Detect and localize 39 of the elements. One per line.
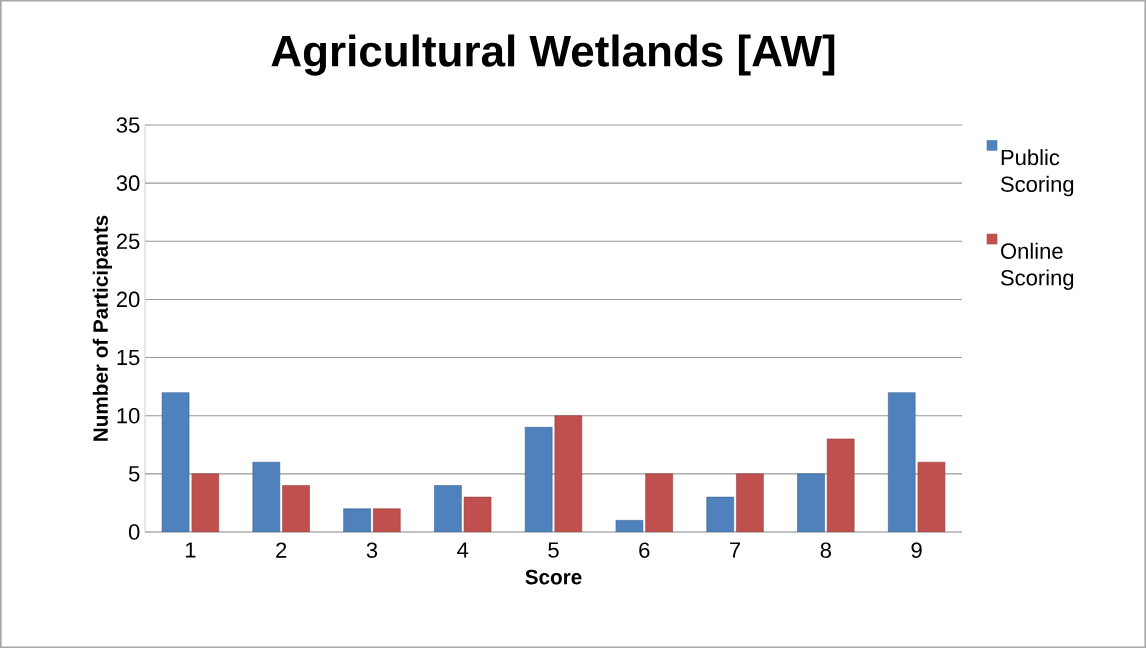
bar [797, 473, 825, 532]
x-tick-label: 2 [276, 542, 287, 558]
x-tick-label: 7 [730, 542, 741, 558]
legend-label: Online Scoring [1000, 242, 1074, 290]
x-tick-label: 8 [820, 542, 831, 558]
bar [434, 485, 462, 532]
bar [554, 415, 583, 532]
bar [282, 485, 310, 532]
y-tick-label: 0 [128, 524, 140, 540]
bar [463, 496, 492, 532]
legend-label: Public Scoring [1000, 149, 1074, 197]
y-tick-label: 10 [117, 407, 140, 424]
bar [343, 508, 371, 532]
bar [191, 473, 219, 532]
y-tick-label: 30 [116, 175, 140, 191]
bar [252, 461, 281, 532]
bar [373, 508, 401, 532]
bar [645, 473, 673, 532]
bar [826, 438, 855, 532]
x-tick-label: 6 [639, 542, 650, 558]
chart-title: Agricultural Wetlands [AW] [271, 34, 835, 76]
y-axis-title: Number of Participants [92, 215, 112, 441]
y-tick-label: 20 [116, 291, 140, 308]
bar [161, 392, 190, 532]
x-tick-label: 4 [457, 542, 469, 558]
bar [524, 427, 553, 532]
bar [736, 473, 764, 532]
y-tick-label: 15 [117, 349, 140, 366]
y-tick-label: 25 [116, 233, 140, 250]
x-tick-label: 5 [548, 542, 559, 558]
x-tick-label: 3 [366, 542, 378, 558]
bar [888, 392, 916, 532]
y-tick-label: 35 [116, 117, 140, 133]
bar [917, 461, 946, 532]
x-tick-label: 9 [911, 542, 922, 558]
y-tick-label: 5 [128, 466, 140, 482]
bar [706, 496, 734, 532]
x-tick-label: 1 [185, 542, 196, 558]
x-axis-title: Score [525, 569, 582, 585]
